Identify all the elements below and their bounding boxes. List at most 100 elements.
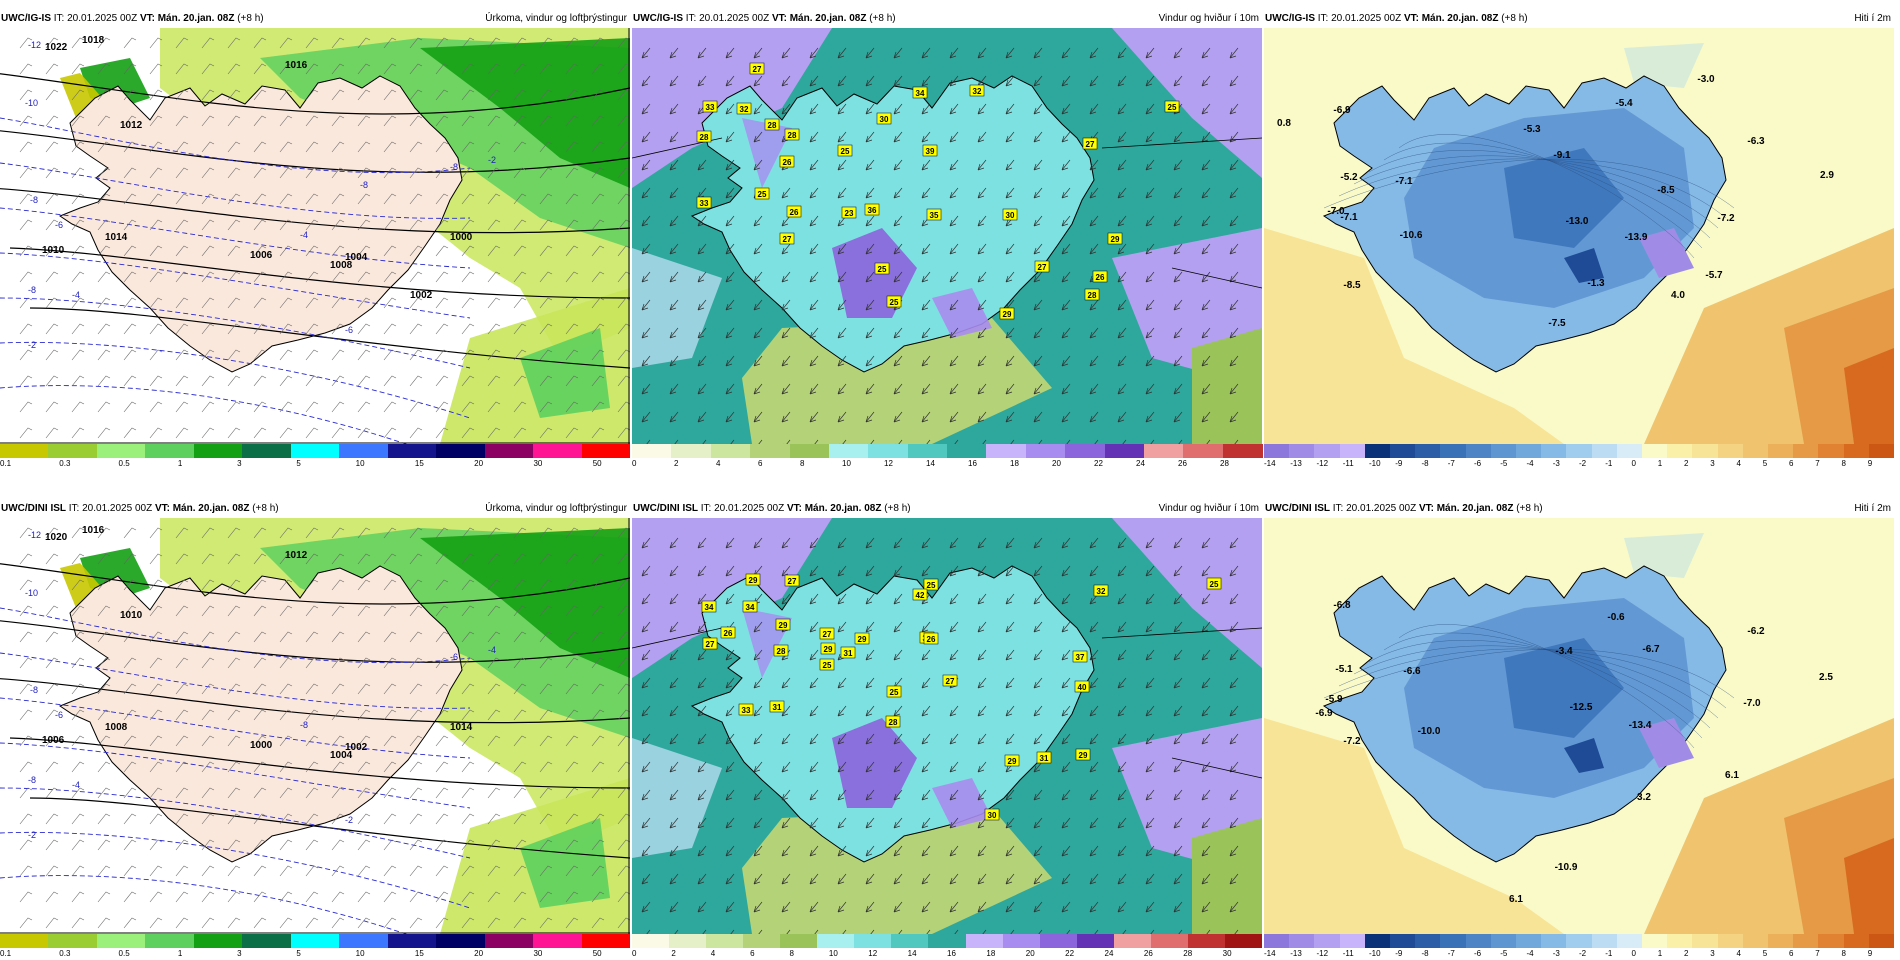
gust-marker: 32 <box>1093 584 1109 597</box>
map-canvas: 1022 1018 1016 1012 1014 1010 1008 1006 1004 1000… <box>0 28 630 444</box>
colorbar-tick-label: -14 <box>1264 949 1276 958</box>
colorbar-tick-label: 6 <box>1789 459 1794 468</box>
colorbar-swatch <box>632 444 672 458</box>
colorbar-swatch <box>1818 444 1845 458</box>
colorbar-tick-label: -12 <box>1316 949 1329 958</box>
colorbar-tick-label: 24 <box>1104 949 1114 958</box>
isobar-label: 1008 <box>330 260 353 271</box>
colorbar-tick-label: 18 <box>1010 459 1019 468</box>
colorbar-swatch <box>1692 444 1719 458</box>
forecast-panel-temp: UWC/DINI ISL IT: 20.01.2025 00Z VT: Mán.… <box>1264 500 1895 960</box>
colorbar: 0 2 4 6 8 10 12 14 16 18 20 22 24 26 28 30 <box>632 934 1263 960</box>
svg-text:30: 30 <box>988 811 997 820</box>
colorbar-swatch <box>1415 934 1441 948</box>
init-time: IT: 20.01.2025 00Z <box>66 503 155 514</box>
isobar-label: 1004 <box>345 252 368 263</box>
colorbar-swatch <box>1591 444 1618 458</box>
colorbar-tick-label: 0 <box>1631 949 1636 958</box>
colorbar-swatch <box>789 444 830 458</box>
lead-time: (+8 h) <box>881 503 911 514</box>
colorbar-swatch <box>290 444 340 458</box>
colorbar-tick-label: -10 <box>1369 949 1381 958</box>
colorbar-swatch <box>193 444 243 458</box>
gust-marker: 29 <box>745 573 761 586</box>
colorbar-tick-label: 2 <box>674 459 679 468</box>
temperature-contour-label: -8 <box>30 195 38 205</box>
colorbar-swatch <box>1692 934 1719 948</box>
colorbar-swatch <box>1314 444 1341 458</box>
colorbar-tick-label: -13 <box>1290 949 1302 958</box>
init-time: IT: 20.01.2025 00Z <box>1330 503 1419 514</box>
forecast-panel-precip: UWC/DINI ISL IT: 20.01.2025 00Z VT: Mán.… <box>0 500 631 960</box>
gust-marker: 29 <box>1107 232 1123 245</box>
svg-text:28: 28 <box>889 718 898 727</box>
colorbar-tick-label: 0.1 <box>0 459 12 468</box>
colorbar-swatch <box>1339 444 1366 458</box>
temperature-label: -10.6 <box>1400 230 1423 241</box>
temperature-contour-label: -10 <box>25 588 38 598</box>
colorbar-tick-label: -1 <box>1605 949 1613 958</box>
svg-text:26: 26 <box>783 158 792 167</box>
colorbar-tick-label: 2 <box>671 949 676 958</box>
colorbar-tick-label: 14 <box>907 949 917 958</box>
temperature-label: 6.1 <box>1725 770 1739 781</box>
gust-marker: 25 <box>1206 577 1222 590</box>
svg-text:29: 29 <box>1008 757 1017 766</box>
colorbar: 0.1 0.3 0.5 1 3 5 10 15 20 30 50 <box>0 934 631 960</box>
temperature-contour-label: -2 <box>28 340 36 350</box>
colorbar-tick-label: 8 <box>1841 949 1846 958</box>
temperature-label: -10.0 <box>1418 726 1441 737</box>
colorbar-tick-label: -1 <box>1605 459 1613 468</box>
colorbar-swatch <box>1642 444 1668 458</box>
temperature-contour-label: -10 <box>25 98 38 108</box>
svg-text:26: 26 <box>1096 273 1105 282</box>
gust-marker: 34 <box>701 600 717 613</box>
gust-marker: 27 <box>942 674 958 687</box>
temperature-label: -12.5 <box>1570 702 1593 713</box>
colorbar-swatch <box>828 444 869 458</box>
temperature-label: -13.9 <box>1625 232 1648 243</box>
colorbar-swatch <box>1465 934 1492 948</box>
forecast-panel-wind: UWC/DINI ISL IT: 20.01.2025 00Z VT: Mán.… <box>632 500 1263 960</box>
svg-text:34: 34 <box>705 603 714 612</box>
gust-marker: 33 <box>696 196 712 209</box>
colorbar-swatch <box>1868 444 1895 458</box>
colorbar-tick-label: 15 <box>414 459 424 468</box>
svg-text:25: 25 <box>758 190 767 199</box>
gust-marker: 31 <box>840 646 856 659</box>
panel-header: UWC/DINI ISL IT: 20.01.2025 00Z VT: Mán.… <box>0 500 630 518</box>
colorbar-swatch <box>986 444 1027 458</box>
gust-marker: 35 <box>926 208 942 221</box>
panel-title: Úrkoma, vindur og loftþrýstingur <box>485 13 627 24</box>
svg-text:28: 28 <box>768 121 777 130</box>
colorbar-swatch <box>1490 444 1517 458</box>
colorbar-tick-label: 7 <box>1815 949 1820 958</box>
map-canvas: 1020 1016 1012 1010 1008 1006 1004 1000 1002 1014… <box>0 518 630 934</box>
gust-marker: 25 <box>886 295 902 308</box>
temperature-label: -5.7 <box>1705 270 1723 281</box>
temperature-label: -7.5 <box>1548 318 1566 329</box>
temperature-label: -8.5 <box>1657 185 1675 196</box>
temperature-label: -6.6 <box>1403 666 1421 677</box>
map-precip: 1020 1016 1012 1010 1008 1006 1004 1000 1002 1014… <box>0 518 630 934</box>
colorbar-tick-label: -4 <box>1526 459 1534 468</box>
temperature-label: 3.2 <box>1637 792 1651 803</box>
colorbar-swatch <box>669 934 707 948</box>
colorbar-swatch <box>710 444 751 458</box>
colorbar-swatch <box>1415 444 1441 458</box>
svg-text:25: 25 <box>927 581 936 590</box>
colorbar-tick-label: 20 <box>474 949 484 958</box>
colorbar-swatch <box>1339 934 1366 948</box>
colorbar-swatch <box>387 934 437 948</box>
temperature-contour-label: -4 <box>488 645 496 655</box>
model-name: UWC/DINI ISL <box>1265 503 1330 514</box>
temperature-contour-label: -4 <box>72 290 80 300</box>
temperature-label: -3.4 <box>1555 646 1573 657</box>
colorbar-swatch <box>1183 444 1224 458</box>
colorbar-tick-label: -6 <box>1474 459 1482 468</box>
map-canvas: 27 33 32 28 28 28 26 25 33 25 27 30 34 39 23 32 26 36 35 30… <box>632 28 1262 444</box>
colorbar-tick-label: -12 <box>1316 459 1329 468</box>
colorbar-tick-label: -3 <box>1552 459 1560 468</box>
colorbar-swatch <box>1667 444 1693 458</box>
panel-title: Hiti í 2m <box>1854 503 1891 514</box>
